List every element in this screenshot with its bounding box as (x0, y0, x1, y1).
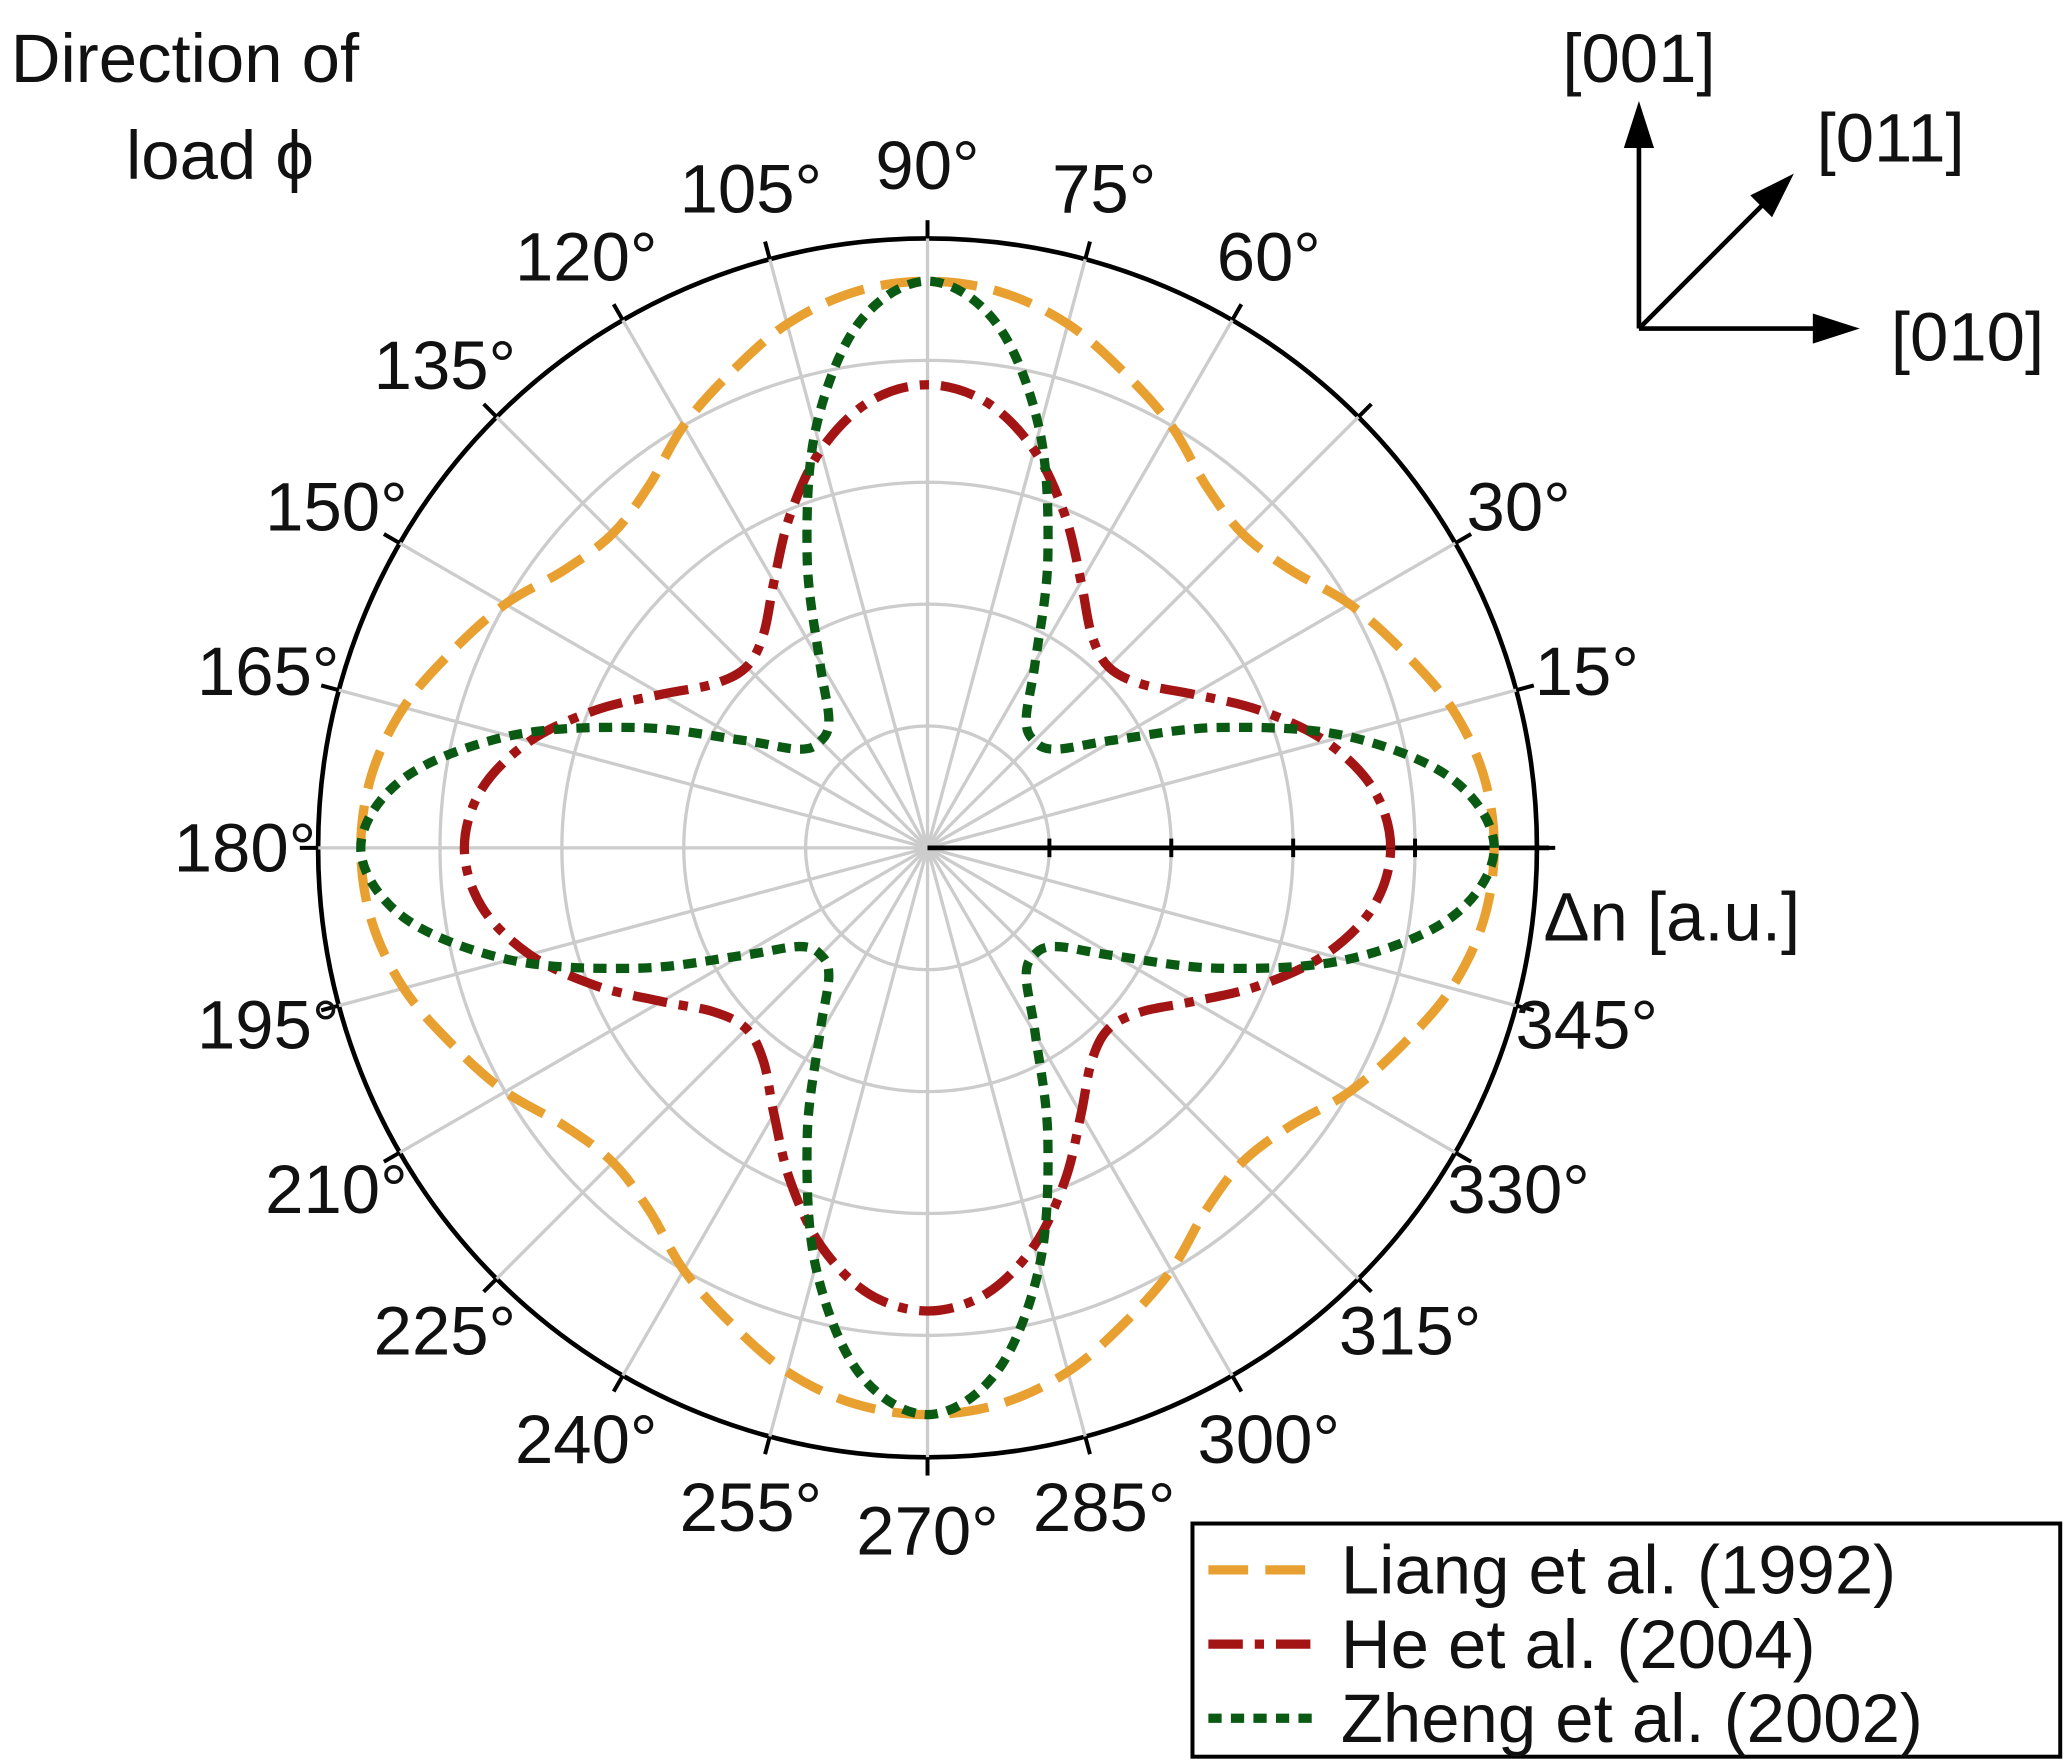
angle-tick-label: 60° (1217, 219, 1321, 296)
series-line-1 (459, 380, 1396, 1316)
arrowhead-010 (1812, 313, 1860, 344)
angle-tick-mark (1230, 1374, 1244, 1393)
grid-spoke (768, 258, 930, 849)
angle-tick-mark (1357, 1277, 1373, 1294)
angle-tick-label: 165° (197, 633, 339, 710)
angle-tick-label: 240° (515, 1401, 657, 1478)
radial-axis-title: Δn [a.u.] (1544, 879, 1801, 956)
angle-tick-label: 15° (1535, 633, 1639, 710)
grid-spoke (768, 847, 930, 1437)
angle-tick-label: 75° (1052, 150, 1156, 227)
angle-tick-mark (482, 402, 498, 419)
angle-tick-mark (382, 532, 401, 545)
angle-axis-title-line1: Direction of (11, 20, 360, 97)
angle-tick-label: 180° (174, 810, 316, 887)
angle-tick-label: 270° (856, 1492, 998, 1569)
angle-tick-mark (1357, 402, 1373, 419)
grid-spoke (925, 847, 1087, 1437)
angle-tick-label: 30° (1467, 468, 1571, 545)
angle-tick-mark (320, 1003, 340, 1013)
grid-spoke (927, 688, 1517, 850)
angle-tick-label: 285° (1033, 1469, 1175, 1546)
angle-tick-mark (1083, 1436, 1092, 1455)
angle-tick-mark (611, 1374, 625, 1393)
angle-tick-label: 315° (1339, 1292, 1481, 1369)
angle-tick-mark (320, 683, 340, 693)
angle-tick-label: 120° (515, 219, 657, 296)
angle-tick-labels: 15° 30° 60° 75° 90° 105° 120° 135° 150° 165° 180° 1… (174, 127, 1658, 1569)
angle-tick-label: 255° (680, 1469, 822, 1546)
series-curves (356, 276, 1499, 1420)
angle-tick-mark (1515, 1003, 1535, 1013)
grid-spoke (927, 846, 1517, 1008)
grid-spoke (495, 846, 929, 1280)
legend-label: Zheng et al. (2002) (1341, 1680, 1923, 1757)
label-001: [001] (1562, 20, 1715, 97)
polar-grid (299, 220, 1556, 1476)
angle-tick-mark (1515, 683, 1535, 693)
angle-tick-mark (1083, 241, 1092, 260)
angle-tick-mark (611, 303, 625, 322)
angle-tick-label: 105° (680, 150, 822, 227)
angle-tick-label: 300° (1198, 1401, 1340, 1478)
grid-spoke (338, 688, 928, 850)
grid-spoke (926, 415, 1360, 850)
label-011: [011] (1817, 100, 1965, 177)
grid-spoke (926, 846, 1360, 1280)
angle-tick-mark (1454, 532, 1473, 545)
crystal-axes-inset (1623, 101, 1860, 344)
arrowhead-011 (1750, 173, 1794, 218)
angle-tick-mark (1230, 303, 1244, 322)
axis-011-arrow (1637, 190, 1778, 331)
arrowhead-001 (1623, 101, 1655, 149)
angle-tick-mark (1454, 1150, 1473, 1164)
angle-tick-mark (763, 1436, 772, 1455)
angle-tick-label: 345° (1516, 986, 1658, 1063)
angle-tick-label: 135° (374, 327, 516, 404)
angle-tick-label: 90° (875, 127, 979, 204)
angle-tick-label: 330° (1447, 1151, 1589, 1228)
angle-tick-label: 150° (265, 468, 407, 545)
legend-box (1190, 1521, 2063, 1759)
label-010: [010] (1891, 298, 2044, 375)
angle-tick-mark (382, 1150, 401, 1164)
angle-tick-mark (763, 241, 772, 260)
legend-label: Liang et al. (1992) (1341, 1532, 1896, 1609)
grid-spoke (338, 846, 928, 1008)
legend: Liang et al. (1992)He et al. (2004)Zheng… (1190, 1521, 2063, 1759)
angle-axis-title-line2: load ϕ (126, 117, 314, 194)
angle-tick-label: 195° (197, 986, 339, 1063)
grid-spoke (926, 319, 1234, 849)
angle-tick-mark (482, 1277, 498, 1294)
grid-spoke (925, 258, 1087, 849)
legend-label: He et al. (2004) (1341, 1606, 1816, 1683)
grid-spoke (495, 415, 929, 850)
series-line-2 (356, 276, 1499, 1420)
angle-tick-label: 225° (374, 1292, 516, 1369)
angle-tick-label: 210° (265, 1151, 407, 1228)
